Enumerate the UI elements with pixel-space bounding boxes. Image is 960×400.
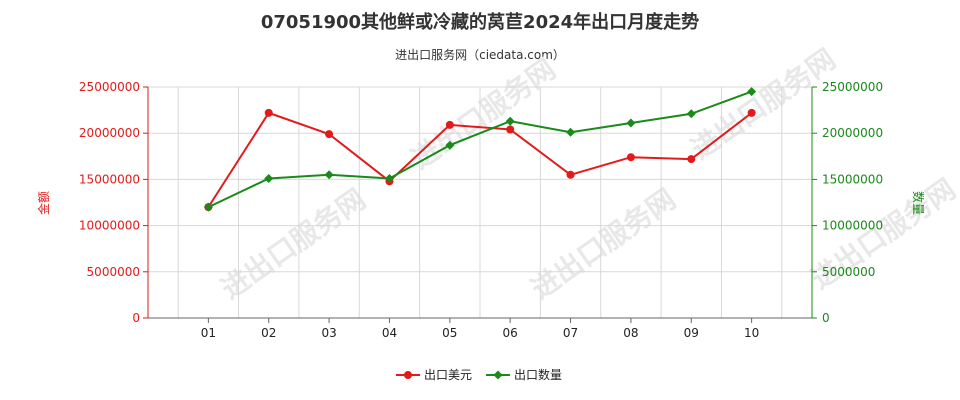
data-point-usd <box>506 125 515 134</box>
right-axis-title: 数量 <box>911 191 926 215</box>
watermark-text: 进出口服务网 <box>685 42 842 165</box>
data-point-usd <box>445 120 454 129</box>
left-tick-label: 5000000 <box>87 265 140 279</box>
data-point-usd <box>687 155 696 164</box>
right-tick-label: 15000000 <box>822 172 883 186</box>
legend-label-quantity: 出口数量 <box>514 367 562 382</box>
data-point-quantity <box>384 173 394 183</box>
data-point-quantity <box>626 118 636 128</box>
x-tick-label: 04 <box>382 326 397 340</box>
left-tick-label: 15000000 <box>79 172 140 186</box>
x-tick-label: 08 <box>623 326 638 340</box>
ticks-layer: 0 5000000 10000000 15000000 20000000 25000000… <box>36 80 926 340</box>
data-point-quantity <box>566 127 576 137</box>
data-point-usd <box>325 130 334 139</box>
right-tick-label: 20000000 <box>822 126 883 140</box>
x-tick-label: 06 <box>503 326 518 340</box>
series-layer <box>203 87 757 212</box>
left-axis-title: 金额 <box>36 191 51 215</box>
x-tick-label: 01 <box>201 326 216 340</box>
left-tick-label: 10000000 <box>79 219 140 233</box>
x-tick-label: 07 <box>563 326 578 340</box>
x-tick-label: 03 <box>321 326 336 340</box>
left-tick-label: 25000000 <box>79 80 140 94</box>
right-tick-label: 10000000 <box>822 219 883 233</box>
watermark-text: 进出口服务网 <box>525 182 682 305</box>
series-line-quantity <box>207 90 752 209</box>
data-point-quantity <box>324 170 334 180</box>
chart-title: 07051900其他鲜或冷藏的莴苣2024年出口月度走势 <box>260 12 700 33</box>
data-point-quantity <box>747 87 757 97</box>
right-tick-label: 0 <box>822 311 830 325</box>
data-point-quantity <box>445 140 455 150</box>
x-tick-label: 02 <box>261 326 276 340</box>
data-point-usd <box>747 108 756 117</box>
legend-marker-usd <box>404 371 412 379</box>
data-point-usd <box>264 108 273 117</box>
axes-layer <box>147 87 813 319</box>
left-tick-label: 20000000 <box>79 126 140 140</box>
data-point-quantity <box>264 173 274 183</box>
legend: 出口美元 出口数量 <box>396 367 562 382</box>
right-tick-label: 25000000 <box>822 80 883 94</box>
x-tick-label: 05 <box>442 326 457 340</box>
chart-subtitle: 进出口服务网（ciedata.com） <box>395 48 565 62</box>
legend-marker-quantity <box>493 370 503 380</box>
data-point-quantity <box>686 109 696 119</box>
x-tick-label: 10 <box>744 326 759 340</box>
left-tick-label: 0 <box>132 311 140 325</box>
data-point-usd <box>566 170 575 179</box>
data-point-quantity <box>203 202 213 212</box>
legend-label-usd: 出口美元 <box>424 368 472 382</box>
right-tick-label: 5000000 <box>822 265 875 279</box>
data-point-usd <box>626 153 635 162</box>
data-point-quantity <box>505 116 515 126</box>
series-line-usd <box>207 111 753 208</box>
x-tick-label: 09 <box>684 326 699 340</box>
